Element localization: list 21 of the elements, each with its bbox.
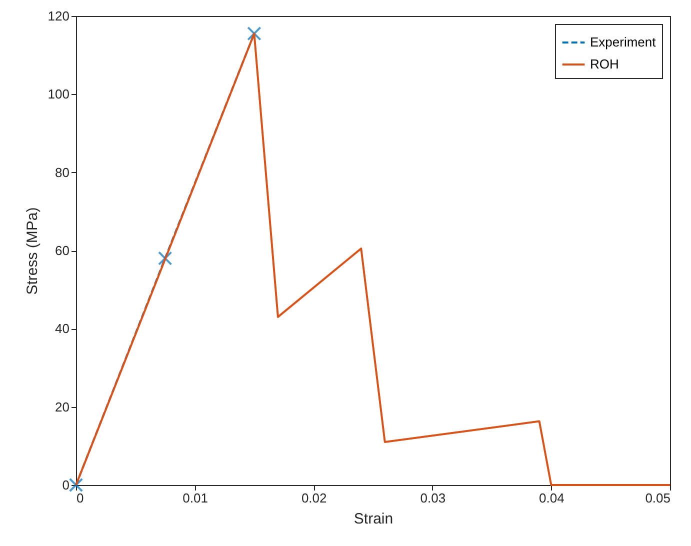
- x-tick-label: 0.04: [539, 490, 564, 506]
- legend-label: ROH: [590, 56, 619, 72]
- x-tick-label: 0.02: [301, 490, 327, 506]
- y-axis-title: Stress (MPa): [24, 207, 41, 295]
- point: [247, 26, 262, 41]
- line-series: [75, 32, 671, 486]
- x-tick-label: 0.03: [420, 490, 446, 506]
- legend-label: Experiment: [590, 34, 656, 50]
- x-tick-label: 0.01: [182, 490, 208, 506]
- y-tick-label: 0: [62, 478, 70, 492]
- y-tick-label: 40: [55, 321, 70, 336]
- x-axis-title: Strain: [354, 510, 394, 528]
- y-tick-label: 100: [48, 86, 70, 102]
- y-tick-label: 120: [48, 8, 70, 24]
- y-tick-label: 20: [55, 399, 70, 414]
- x-tick-label: 0: [76, 490, 84, 506]
- y-tick-label: 60: [55, 243, 70, 258]
- point: [68, 478, 84, 492]
- point: [158, 251, 172, 266]
- x-tick-label: 0.05: [645, 490, 670, 506]
- y-tick-label: 80: [55, 164, 70, 180]
